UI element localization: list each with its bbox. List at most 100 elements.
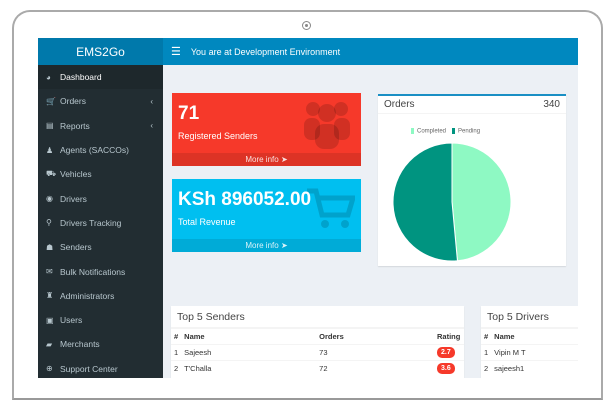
cart-icon: 🛒 — [46, 96, 56, 106]
rating-cell: 3.6 — [434, 360, 464, 377]
sidebar-item-label: Drivers Tracking — [60, 217, 122, 228]
sidebar-item-dashboard[interactable]: ◕ Dashboard — [38, 65, 163, 90]
more-info-label: More info — [245, 241, 279, 250]
senders-more-info-link[interactable]: More info ➤ — [172, 153, 361, 166]
reports-icon: ▤ — [46, 121, 54, 131]
column-header: # — [481, 328, 492, 345]
senders-label: Registered Senders — [178, 131, 258, 141]
laptop-frame — [12, 10, 603, 400]
life-ring-icon: ⊕ — [46, 364, 53, 374]
sidebar-item-drivers[interactable]: ◉ Drivers — [38, 186, 163, 210]
table-header: # Name — [481, 328, 578, 345]
rank-cell: 2 — [171, 360, 182, 377]
top-drivers-card: Top 5 Drivers # Name 1 Vipin M T 2 sajeesh1 — [481, 306, 578, 378]
camera-icon — [302, 21, 311, 30]
legend-swatch — [452, 128, 456, 134]
environment-label: You are at Development Environment — [190, 46, 341, 57]
top-senders-table: # Name Orders Rating 1 Sajeesh 73 2.7 2 T'Chall… — [171, 328, 464, 377]
rating-badge: 3.6 — [437, 363, 455, 375]
name-cell: sajeesh1 — [491, 360, 578, 377]
orders-pie-chart — [392, 142, 512, 262]
table-row[interactable]: 1 Vipin M T — [481, 344, 578, 361]
legend-label: Completed — [417, 128, 447, 135]
orders-title: Orders — [384, 99, 415, 110]
pie-slice-pending[interactable] — [392, 142, 458, 262]
sidebar-item-users[interactable]: ▣ Users — [38, 308, 163, 332]
user-secret-icon: ♜ — [46, 291, 54, 301]
legend-label: Pending — [458, 128, 481, 135]
column-header: # — [171, 328, 182, 345]
chart-legend: Completed Pending — [411, 128, 480, 135]
sidebar-item-administrators[interactable]: ♜ Administrators — [38, 284, 163, 308]
revenue-more-info-link[interactable]: More info ➤ — [172, 239, 361, 252]
car-icon: ⛟ — [46, 169, 57, 179]
sidebar-item-bulk-notifications[interactable]: ✉ Bulk Notifications — [38, 259, 163, 283]
arrow-circle-right-icon: ➤ — [280, 155, 288, 164]
sidebar-item-drivers-tracking[interactable]: ⚲ Drivers Tracking — [38, 211, 163, 235]
revenue-label: Total Revenue — [178, 217, 236, 227]
briefcase-icon: ▰ — [46, 339, 53, 349]
sidebar-item-label: Dashboard — [60, 72, 102, 83]
sidebar-item-label: Vehicles — [60, 169, 92, 180]
chevron-left-icon[interactable]: ‹ — [150, 121, 153, 131]
top-senders-card: Top 5 Senders # Name Orders Rating 1 Sajeesh… — [171, 306, 464, 378]
menu-toggle-icon[interactable]: ☰ — [171, 46, 181, 58]
sidebar-item-label: Administrators — [60, 290, 115, 301]
sidebar-item-label: Reports — [60, 120, 90, 131]
sidebar-item-agents-saccos[interactable]: ♟ Agents (SACCOs) — [38, 138, 163, 162]
sidebar-item-merchants[interactable]: ▰ Merchants — [38, 332, 163, 356]
column-header: Orders — [316, 328, 434, 345]
legend-completed[interactable]: Completed — [411, 128, 446, 135]
pie-slice-completed[interactable] — [451, 142, 512, 262]
table-row[interactable]: 1 Sajeesh 73 2.7 — [171, 344, 464, 361]
sidebar-item-label: Support Center — [60, 363, 118, 374]
top-navbar: ☰ You are at Development Environment — [163, 38, 578, 65]
legend-swatch — [411, 128, 414, 134]
sidebar-item-label: Merchants — [60, 339, 100, 350]
sidebar-item-reports[interactable]: ▤ Reports ‹ — [38, 114, 163, 138]
name-cell: Vipin M T — [491, 344, 578, 361]
rating-cell: 2.7 — [434, 344, 464, 361]
screen: EMS2Go ☰ You are at Development Environm… — [38, 38, 578, 378]
rank-cell: 2 — [481, 360, 492, 377]
chevron-left-icon[interactable]: ‹ — [150, 96, 153, 106]
rank-cell: 1 — [481, 344, 492, 361]
legend-pending[interactable]: Pending — [452, 128, 480, 135]
rating-badge: 2.7 — [437, 347, 455, 358]
sidebar-item-senders[interactable]: ☗ Senders — [38, 235, 163, 259]
user-circle-icon: ◉ — [46, 194, 53, 204]
orders-cell: 72 — [316, 360, 434, 377]
table-row[interactable]: 2 T'Challa 72 3.6 — [171, 360, 464, 377]
map-marker-icon: ⚲ — [46, 218, 52, 228]
sidebar-item-label: Senders — [60, 242, 92, 253]
top-drivers-title: Top 5 Drivers — [487, 310, 549, 323]
sidebar-item-label: Bulk Notifications — [60, 266, 126, 277]
sidebar: ◕ Dashboard 🛒 Orders ‹ ▤ Reports ‹ ♟ Agents (SACC… — [38, 65, 163, 378]
table-header: # Name Orders Rating — [171, 328, 464, 345]
more-info-label: More info — [245, 155, 279, 164]
sidebar-item-support-center[interactable]: ⊕ Support Center — [38, 357, 163, 378]
arrow-circle-right-icon: ➤ — [280, 241, 288, 250]
user-icon: ♟ — [46, 145, 54, 155]
envelope-icon: ✉ — [46, 267, 53, 277]
sidebar-item-label: Orders — [60, 96, 86, 107]
dashboard-icon: ◕ — [46, 72, 51, 82]
id-card-icon: ▣ — [46, 315, 54, 325]
top-drivers-table: # Name 1 Vipin M T 2 sajeesh1 — [481, 328, 578, 377]
sidebar-item-orders[interactable]: 🛒 Orders ‹ — [38, 89, 163, 113]
app-logo[interactable]: EMS2Go — [38, 38, 163, 65]
senders-count: 71 — [178, 103, 200, 124]
orders-cell: 73 — [316, 344, 434, 361]
cart-icon — [307, 188, 355, 228]
sidebar-item-vehicles[interactable]: ⛟ Vehicles — [38, 162, 163, 186]
column-header: Name — [181, 328, 317, 345]
sidebar-item-label: Users — [60, 315, 83, 326]
orders-card: Orders 340 Completed Pending — [378, 94, 566, 266]
users-icon — [304, 102, 350, 149]
table-row[interactable]: 2 sajeesh1 — [481, 360, 578, 377]
revenue-value: KSh 896052.00 — [178, 189, 312, 210]
column-header: Name — [491, 328, 578, 345]
users-icon: ☗ — [46, 242, 54, 252]
column-header: Rating — [434, 328, 464, 345]
orders-total: 340 — [543, 99, 560, 110]
